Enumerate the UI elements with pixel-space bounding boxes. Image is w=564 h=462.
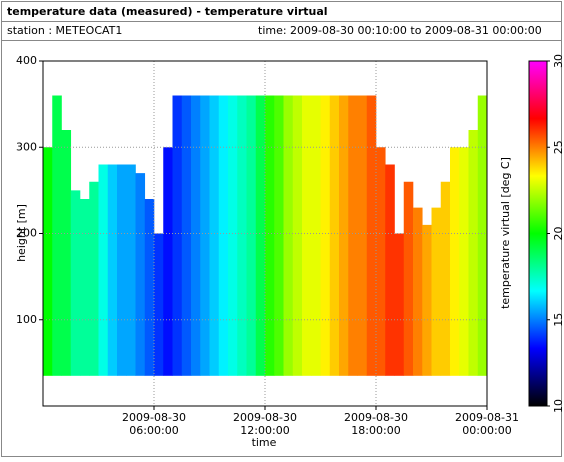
cell-column	[98, 164, 109, 376]
cell-column	[200, 95, 210, 376]
cell-column	[348, 95, 358, 376]
colorbar-tick-label: 25	[552, 140, 564, 154]
cell-column	[431, 207, 442, 376]
cell-column	[274, 95, 284, 376]
cell-column	[302, 95, 312, 376]
cell-column	[52, 95, 62, 376]
cell-column	[265, 95, 275, 376]
cell-column	[283, 95, 294, 376]
y-label: height [m]	[15, 204, 28, 262]
colorbar-tick-label: 15	[552, 313, 564, 327]
cell-column	[329, 95, 340, 376]
cell-column	[89, 181, 99, 376]
x-tick-label: 2009-08-31 00:00:00	[455, 411, 519, 437]
plot-frame	[42, 60, 488, 407]
cell-column	[126, 164, 136, 376]
cell-column	[43, 147, 53, 376]
cell-column	[218, 95, 229, 376]
cell-column	[413, 207, 423, 376]
cell-column	[468, 130, 479, 376]
y-tick-label: 200	[16, 227, 37, 240]
cell-column	[422, 224, 432, 376]
cell-column	[292, 95, 303, 376]
x-label: time	[252, 436, 277, 449]
cell-column	[255, 95, 266, 376]
cell-column	[163, 147, 173, 376]
station: station : METEOCAT1	[7, 24, 122, 37]
cell-column	[459, 147, 469, 376]
cell-column	[70, 190, 81, 376]
colorbar-tick-label: 20	[552, 227, 564, 241]
cell-column	[209, 95, 220, 376]
cell-column	[246, 95, 257, 376]
title: temperature data (measured) - temperatur…	[7, 5, 328, 18]
colorbar-tick-label: 10	[552, 399, 564, 413]
y-tick-label: 300	[16, 140, 37, 153]
time-range: time: 2009-08-30 00:10:00 to 2009-08-31 …	[258, 24, 542, 37]
cell-column	[477, 95, 488, 376]
cell-column	[172, 95, 183, 376]
cell-column	[80, 199, 90, 376]
cell-column	[357, 95, 368, 376]
cell-column	[237, 95, 247, 376]
cell-column	[376, 147, 386, 376]
cell-column	[107, 164, 118, 376]
cell-column	[135, 173, 146, 376]
x-tick-label: 2009-08-30 12:00:00	[233, 411, 297, 437]
y-tick-label: 100	[16, 313, 37, 326]
cell-column	[144, 199, 155, 376]
cell-column	[61, 130, 72, 376]
cell-column	[181, 95, 192, 376]
colorbar	[528, 60, 548, 407]
cell-column	[450, 147, 460, 376]
cell-column	[311, 95, 321, 376]
cell-column	[366, 95, 377, 376]
cell-column	[191, 95, 201, 376]
y-tick-label: 400	[16, 54, 37, 67]
cell-column	[117, 164, 127, 376]
cell-column	[228, 95, 238, 376]
x-tick-label: 2009-08-30 18:00:00	[344, 411, 408, 437]
colorbar-label: temperature virtual [deg C]	[499, 157, 512, 309]
cell-column	[339, 95, 349, 376]
cell-column	[154, 233, 164, 376]
cell-column	[440, 181, 451, 376]
cell-column	[394, 233, 405, 376]
colorbar-tick-label: 30	[552, 54, 564, 68]
cell-column	[403, 181, 414, 376]
x-tick-label: 2009-08-30 06:00:00	[122, 411, 186, 437]
cell-column	[385, 164, 395, 376]
cell-column	[320, 95, 331, 376]
